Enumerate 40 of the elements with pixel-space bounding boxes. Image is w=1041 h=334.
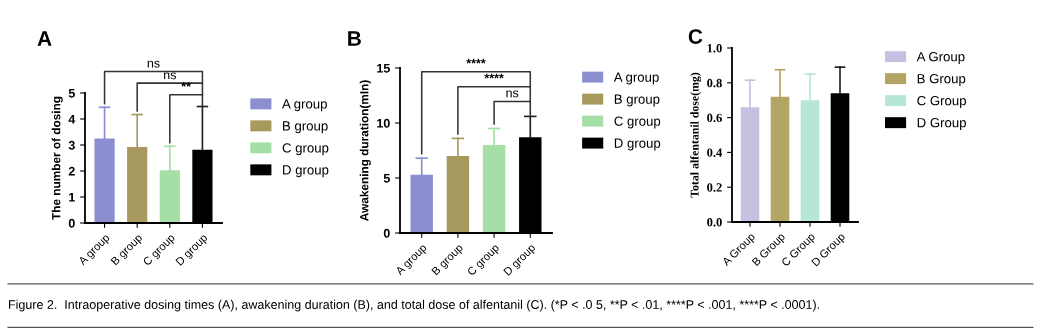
text: ns — [164, 72, 176, 80]
annotation: **** — [484, 73, 504, 79]
y-tick-label: 0.8 — [707, 78, 722, 88]
legend-label: D group — [283, 165, 329, 178]
legend-label: A group — [613, 72, 659, 85]
legend-label: B group — [614, 94, 660, 107]
y-axis-title: Total alfentanil dose(mg) — [690, 72, 702, 198]
legend-label: A Group — [916, 51, 965, 64]
y-tick-label: 0 — [68, 218, 75, 228]
legend-label: D group — [614, 138, 661, 151]
y-tick-label: 5 — [68, 88, 75, 98]
chart-title: A — [37, 31, 52, 46]
y-tick-label: 0.4 — [707, 148, 723, 157]
y-tick-label: 0 — [383, 228, 390, 238]
y-tick-label: 1 — [69, 192, 75, 202]
legend-label: B group — [283, 121, 328, 134]
chart-title: C — [688, 29, 703, 44]
y-tick-label: 15 — [377, 63, 390, 73]
y-tick-label: 3 — [68, 140, 75, 150]
text: **** — [466, 58, 486, 64]
y-tick-label: 1.0 — [707, 44, 722, 53]
y-tick-label: 4 — [68, 114, 76, 124]
y-axis-title: Awakening duration(mIn) — [359, 80, 371, 221]
text: ns — [147, 60, 160, 68]
y-tick-label: 0.2 — [707, 183, 722, 192]
legend-label: A group — [282, 99, 327, 112]
y-tick-label: 10 — [377, 118, 390, 128]
y-tick-label: 2 — [68, 166, 75, 176]
legend-label: C Group — [917, 95, 966, 108]
y-axis-title: The number of dosing — [51, 96, 63, 220]
legend-label: B Group — [917, 73, 966, 86]
y-tick-label: 0.6 — [707, 113, 722, 123]
caption: Figure 2. Intraoperative dosing times (A), awakening duration (B), and total dose of alfentanil (C). (*P < .0 5, **P < .01, ****P < .001, ****P < .0001). — [9, 299, 819, 312]
chart-title: B — [348, 31, 361, 46]
y-tick-label: 5 — [383, 173, 390, 183]
legend-label: D Group — [917, 117, 966, 130]
legend-label: C group — [614, 116, 661, 129]
legend-label: C group — [282, 143, 329, 156]
annotation: ns — [506, 90, 519, 98]
y-tick-label: 0.0 — [707, 218, 722, 227]
